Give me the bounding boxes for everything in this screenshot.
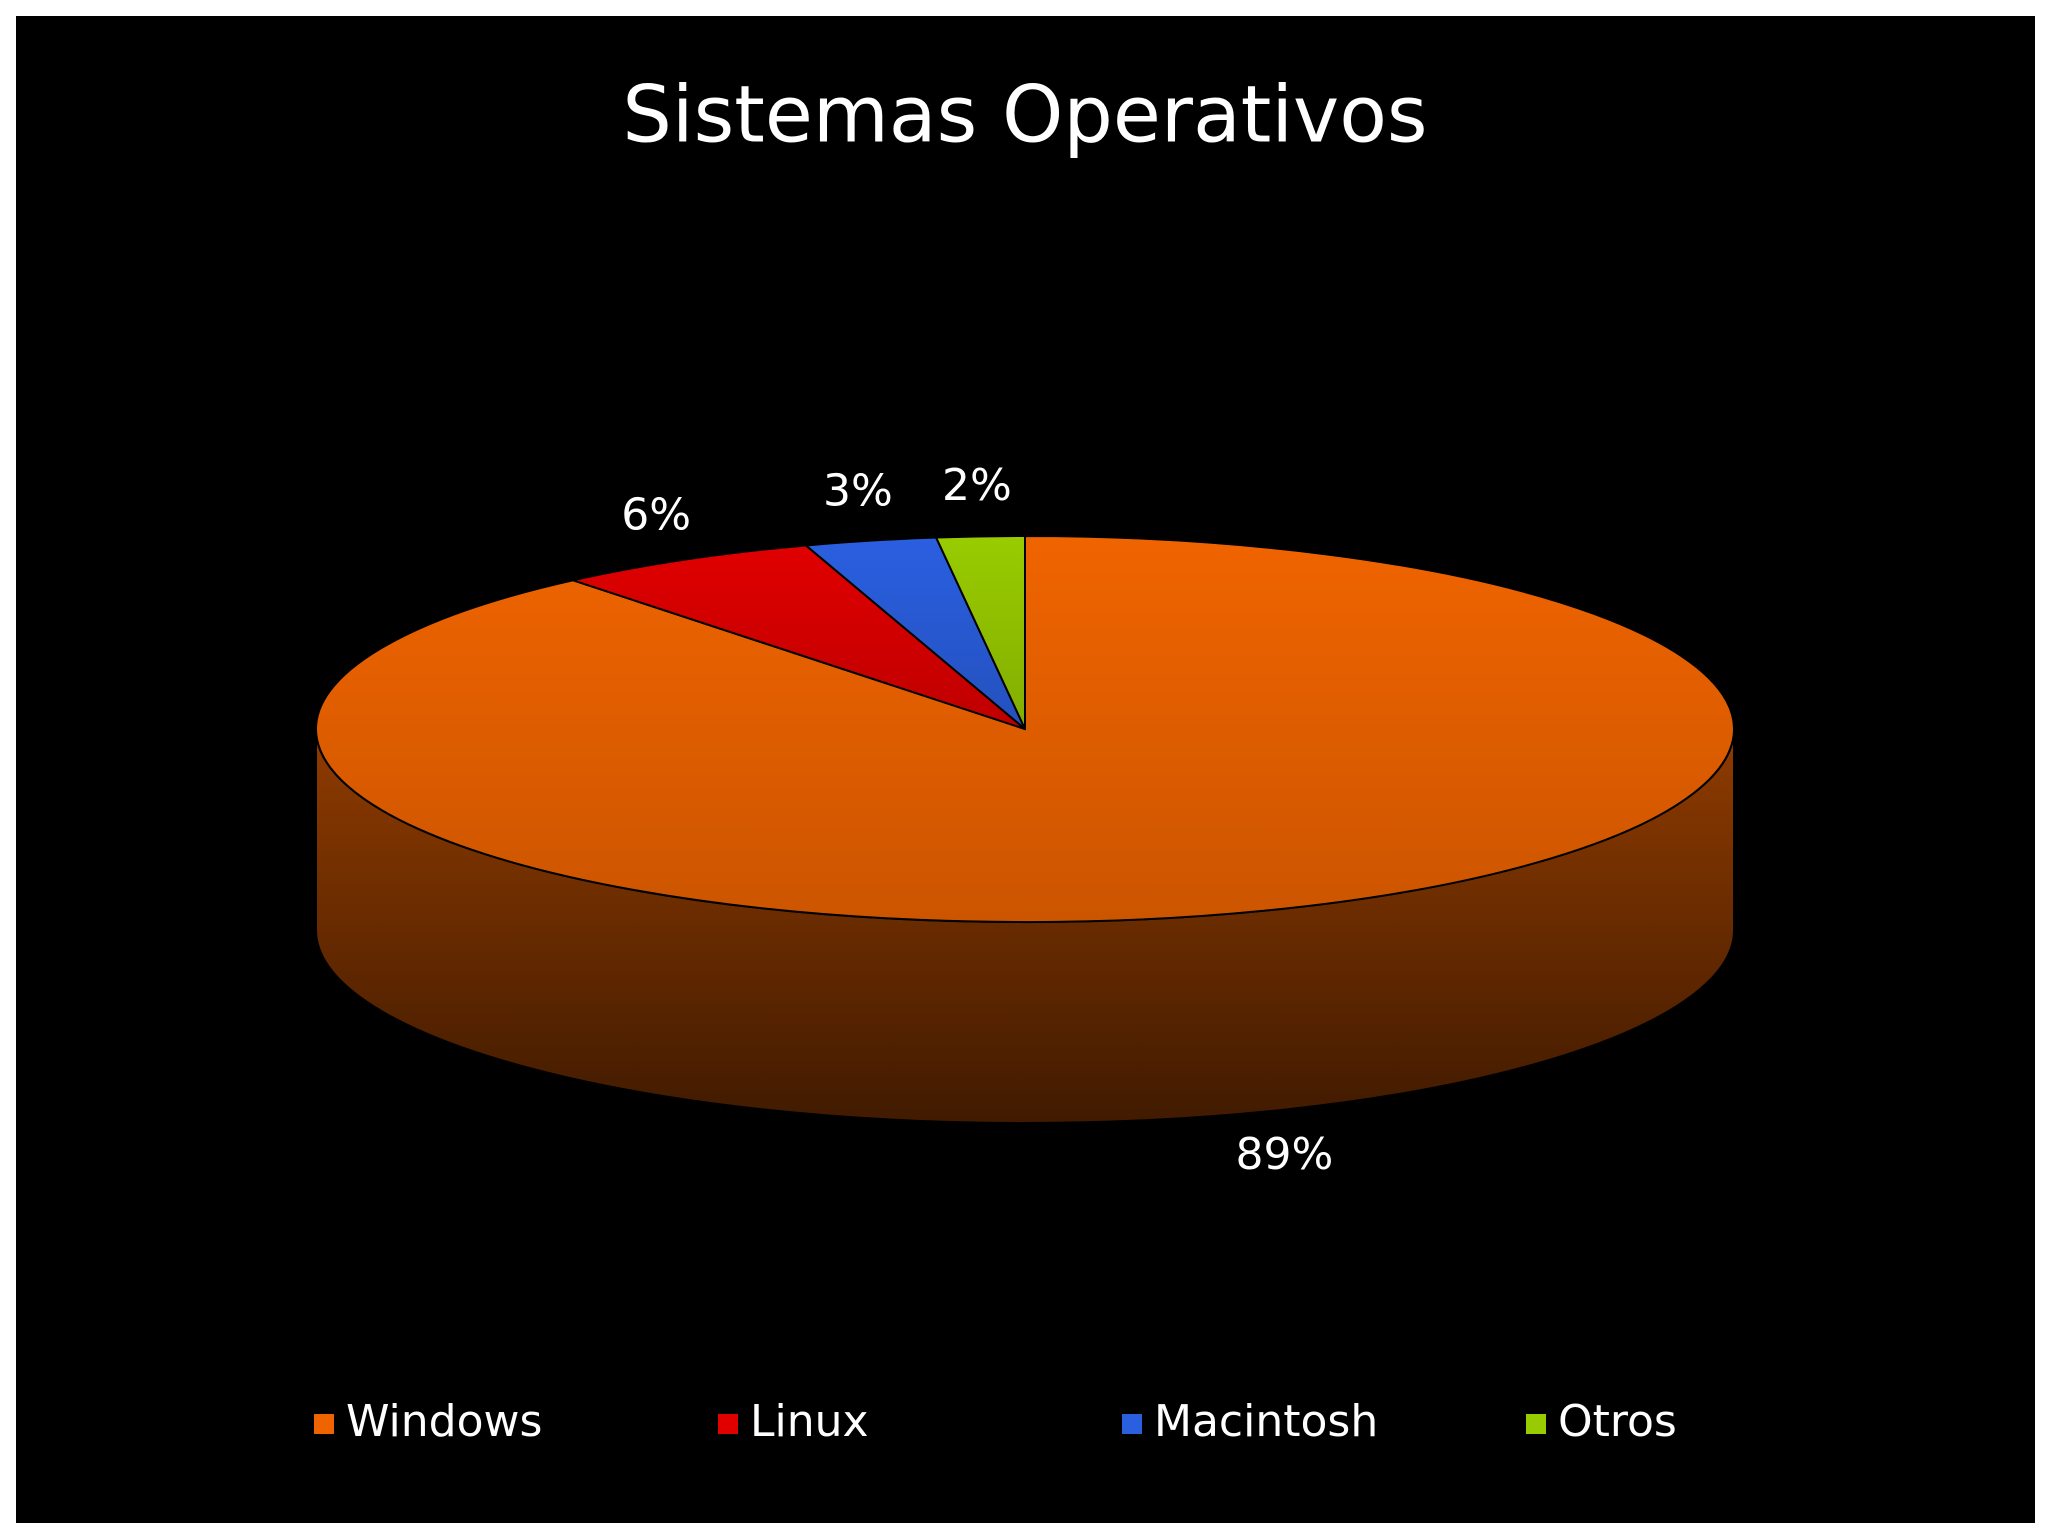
data-label: 6%	[621, 490, 691, 541]
legend-swatch	[718, 1414, 738, 1434]
slice	[569, 544, 1026, 730]
legend-label: Macintosh	[1154, 1396, 1378, 1447]
data-label: 3%	[823, 466, 893, 517]
data-label: 2%	[942, 460, 1012, 511]
slice	[315, 534, 1735, 923]
legend-label: Windows	[346, 1396, 542, 1447]
legend-swatch	[1122, 1414, 1142, 1434]
chart-title: Sistemas Operativos	[622, 70, 1427, 160]
legend-swatch	[1526, 1414, 1546, 1434]
legend-label: Otros	[1558, 1396, 1677, 1447]
slice	[934, 534, 1026, 730]
legend-label: Linux	[750, 1396, 869, 1447]
data-label: 89%	[1235, 1129, 1333, 1180]
legend-swatch	[314, 1414, 334, 1434]
